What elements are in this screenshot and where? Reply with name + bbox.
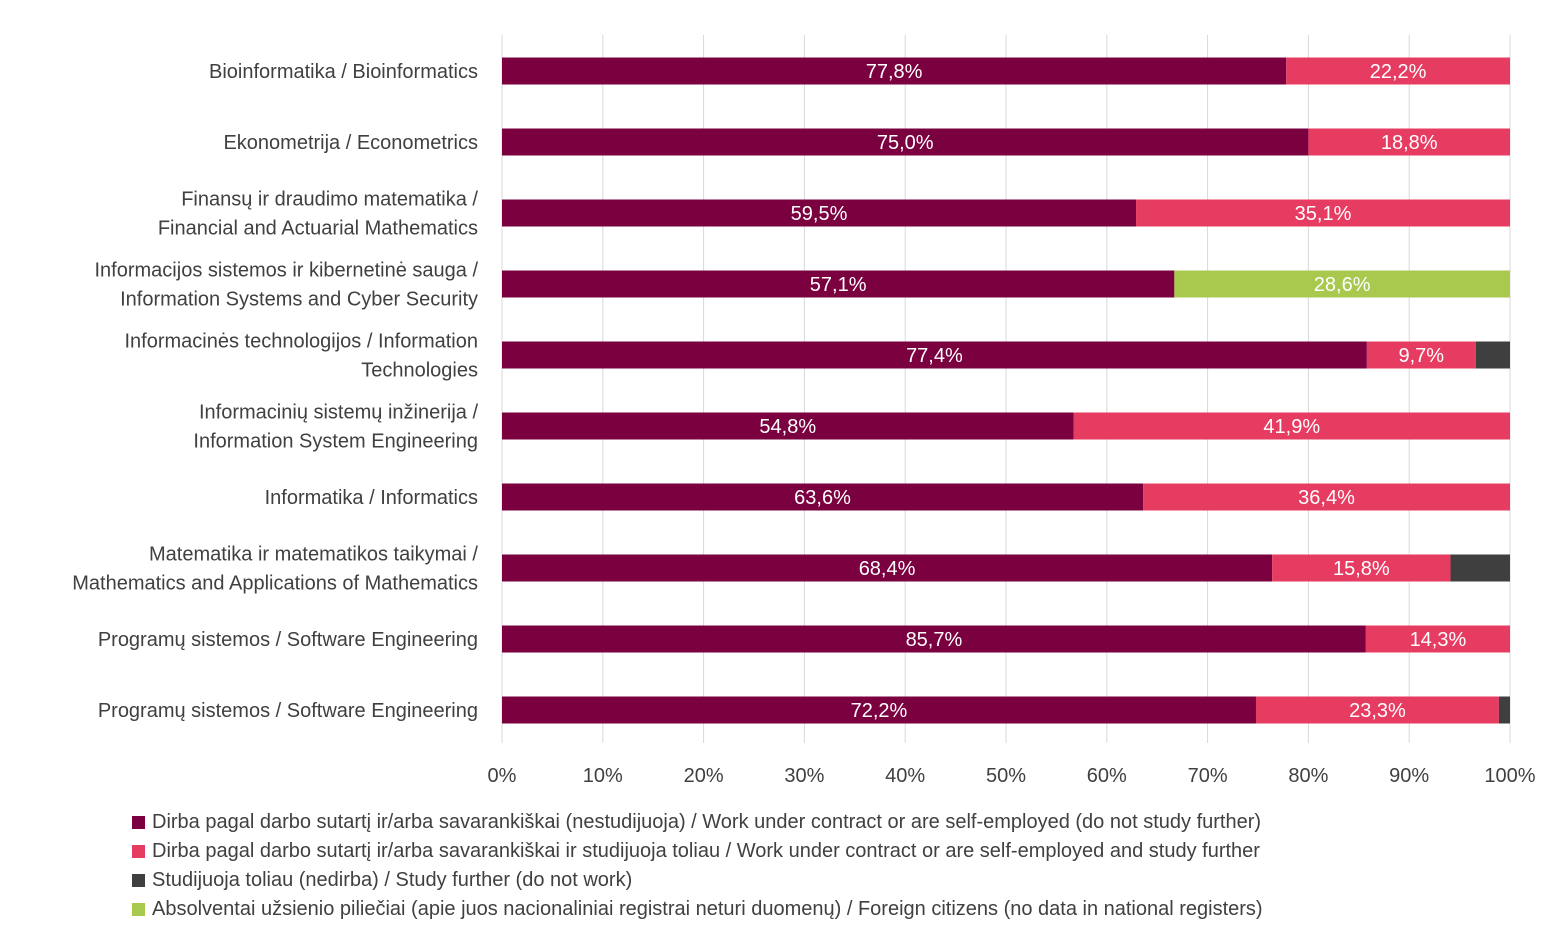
- category-labels: Bioinformatika / Bioinformatics Ekonometr…: [72, 61, 478, 722]
- bar-segment: [1136, 199, 1510, 227]
- x-tick-label: 100%: [1484, 765, 1535, 787]
- bar-data-label: 15,8%: [1333, 558, 1390, 580]
- legend-swatch: [132, 874, 145, 887]
- bars: [502, 57, 1510, 724]
- category-label: Mathematics and Applications of Mathemat…: [72, 573, 478, 595]
- x-tick-label: 20%: [684, 765, 724, 787]
- bar-segment: [502, 483, 1144, 511]
- category-label: Information Systems and Cyber Security: [120, 289, 478, 311]
- bar-segment: [1366, 341, 1476, 369]
- bar-data-label: 35,1%: [1295, 203, 1352, 225]
- bar-segment: [1450, 554, 1510, 582]
- bar-data-label: 85,7%: [906, 629, 963, 651]
- bar-segment: [1475, 341, 1510, 369]
- bar-data-label: 77,4%: [906, 345, 963, 367]
- legend-item: Studijuoja toliau (nedirba) / Study furt…: [132, 866, 1263, 895]
- category-label: Ekonometrija / Econometrics: [223, 132, 478, 154]
- bar-data-label: 57,1%: [810, 274, 867, 296]
- bar-data-label: 18,8%: [1381, 132, 1438, 154]
- x-tick-label: 0%: [488, 765, 517, 787]
- legend-swatch: [132, 816, 145, 829]
- x-tick-label: 50%: [986, 765, 1026, 787]
- legend: Dirba pagal darbo sutartį ir/arba savara…: [132, 808, 1263, 924]
- bar-data-label: 68,4%: [859, 558, 916, 580]
- category-label: Finansų ir draudimo matematika /: [181, 189, 478, 211]
- bar-segment: [1255, 696, 1499, 724]
- bar-data-label: 22,2%: [1370, 61, 1427, 83]
- bar-data-label: 75,0%: [877, 132, 934, 154]
- bar-segment: [1143, 483, 1510, 511]
- bar-data-labels: 77,8% 22,2% 75,0% 18,8% 59,5% 35,1% 57,1% 28,6%…: [759, 61, 1466, 722]
- bar-segment: [1308, 128, 1510, 156]
- category-label: Informatika / Informatics: [265, 487, 478, 509]
- legend-item: Absolventai užsienio piliečiai (apie juo…: [132, 895, 1263, 924]
- x-tick-label: 70%: [1188, 765, 1228, 787]
- legend-label: Dirba pagal darbo sutartį ir/arba savara…: [152, 811, 1262, 833]
- x-tick-label: 40%: [885, 765, 925, 787]
- category-label: Informacinės technologijos / Information: [124, 331, 478, 353]
- bar-segment: [502, 696, 1256, 724]
- category-label: Matematika ir matematikos taikymai /: [149, 544, 478, 566]
- bar-segment: [502, 128, 1309, 156]
- bar-data-label: 14,3%: [1410, 629, 1467, 651]
- x-tick-label: 10%: [583, 765, 623, 787]
- category-label: Bioinformatika / Bioinformatics: [209, 61, 478, 83]
- bar-data-label: 36,4%: [1298, 487, 1355, 509]
- bar-data-label: 28,6%: [1314, 274, 1371, 296]
- legend-item: Dirba pagal darbo sutartį ir/arba savara…: [132, 808, 1263, 837]
- bar-data-label: 72,2%: [851, 700, 908, 722]
- legend-item: Dirba pagal darbo sutartį ir/arba savara…: [132, 837, 1263, 866]
- x-tick-label: 80%: [1288, 765, 1328, 787]
- category-label: Programų sistemos / Software Engineering: [98, 700, 478, 722]
- bar-segment: [1272, 554, 1451, 582]
- x-tick-label: 60%: [1087, 765, 1127, 787]
- bar-data-label: 23,3%: [1349, 700, 1406, 722]
- bar-segment: [502, 270, 1175, 298]
- bar-data-label: 41,9%: [1263, 416, 1320, 438]
- category-label: Information System Engineering: [193, 431, 478, 453]
- bar-segment: [502, 412, 1074, 440]
- x-axis-tick-labels: 0% 10% 20% 30% 40% 50% 60% 70% 80% 90% 100%: [488, 765, 1536, 787]
- legend-label: Dirba pagal darbo sutartį ir/arba savara…: [152, 840, 1260, 862]
- bar-segment: [1286, 57, 1510, 85]
- bar-segment: [502, 625, 1366, 653]
- category-label: Programų sistemos / Software Engineering: [98, 629, 478, 651]
- x-tick-label: 30%: [784, 765, 824, 787]
- bar-data-label: 63,6%: [794, 487, 851, 509]
- category-label: Financial and Actuarial Mathematics: [158, 218, 478, 240]
- legend-swatch: [132, 903, 145, 916]
- bar-segment: [1365, 625, 1510, 653]
- legend-label: Absolventai užsienio piliečiai (apie juo…: [152, 898, 1263, 920]
- bar-segment: [1498, 696, 1510, 724]
- bar-data-label: 9,7%: [1398, 345, 1444, 367]
- x-tick-label: 90%: [1389, 765, 1429, 787]
- bar-segment: [502, 199, 1137, 227]
- bar-data-label: 54,8%: [759, 416, 816, 438]
- bar-segment: [502, 554, 1273, 582]
- category-label: Technologies: [361, 360, 478, 382]
- bar-data-label: 77,8%: [866, 61, 923, 83]
- bar-segment: [502, 57, 1287, 85]
- bar-segment: [502, 341, 1367, 369]
- category-label: Informacijos sistemos ir kibernetinė sau…: [95, 260, 479, 282]
- category-label: Informacinių sistemų inžinerija /: [199, 402, 478, 424]
- bar-data-label: 59,5%: [791, 203, 848, 225]
- bar-segment: [1174, 270, 1510, 298]
- legend-label: Studijuoja toliau (nedirba) / Study furt…: [152, 869, 633, 891]
- bar-segment: [1073, 412, 1510, 440]
- legend-swatch: [132, 845, 145, 858]
